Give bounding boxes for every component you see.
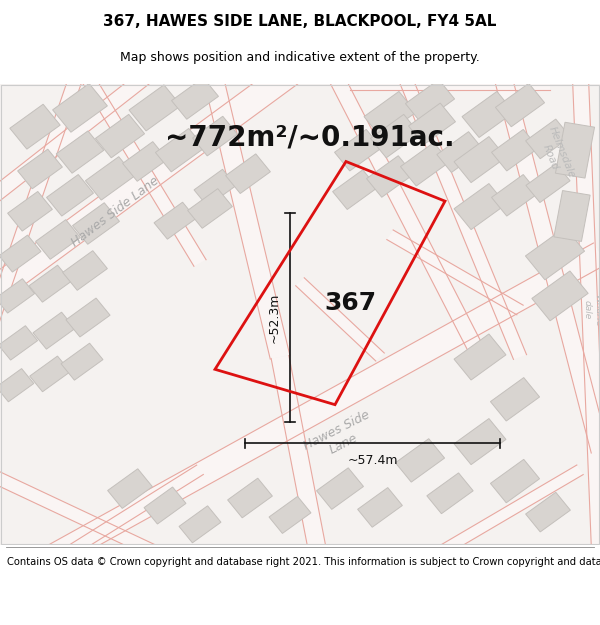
Polygon shape (73, 202, 119, 244)
Polygon shape (532, 271, 588, 321)
Polygon shape (56, 131, 104, 173)
Polygon shape (122, 142, 167, 181)
Polygon shape (387, 230, 523, 315)
Polygon shape (35, 219, 80, 259)
Polygon shape (427, 473, 473, 514)
Polygon shape (227, 478, 272, 518)
Polygon shape (172, 78, 218, 119)
Polygon shape (454, 419, 506, 464)
Polygon shape (74, 62, 206, 266)
Polygon shape (554, 191, 590, 241)
Polygon shape (572, 65, 600, 564)
Polygon shape (454, 184, 506, 229)
Text: Wharfe
dale: Wharfe dale (582, 294, 600, 326)
Polygon shape (462, 91, 514, 138)
Polygon shape (0, 369, 34, 402)
Polygon shape (496, 83, 545, 127)
Polygon shape (0, 235, 41, 272)
Polygon shape (400, 142, 449, 186)
Polygon shape (205, 82, 290, 359)
Polygon shape (0, 279, 35, 313)
Polygon shape (269, 496, 311, 533)
Polygon shape (47, 465, 203, 569)
Polygon shape (193, 116, 238, 156)
Polygon shape (155, 129, 205, 172)
Polygon shape (395, 439, 445, 482)
Polygon shape (394, 63, 527, 359)
Polygon shape (107, 469, 152, 508)
Polygon shape (0, 64, 86, 359)
Polygon shape (335, 129, 382, 171)
Polygon shape (454, 334, 506, 380)
Polygon shape (0, 55, 308, 311)
Polygon shape (271, 356, 329, 566)
Polygon shape (30, 356, 70, 392)
Polygon shape (194, 169, 236, 206)
Text: ~772m²/~0.191ac.: ~772m²/~0.191ac. (165, 124, 455, 152)
Polygon shape (10, 104, 60, 149)
Polygon shape (34, 243, 600, 574)
Polygon shape (95, 114, 145, 158)
Polygon shape (62, 251, 107, 291)
Polygon shape (491, 129, 538, 171)
Polygon shape (33, 312, 75, 349)
Polygon shape (454, 136, 506, 182)
Polygon shape (296, 278, 384, 361)
Polygon shape (8, 191, 52, 231)
Polygon shape (66, 298, 110, 337)
Text: Map shows position and indicative extent of the property.: Map shows position and indicative extent… (120, 51, 480, 64)
Polygon shape (370, 114, 419, 158)
Polygon shape (409, 103, 455, 144)
Polygon shape (350, 79, 550, 90)
Polygon shape (417, 465, 583, 569)
Polygon shape (526, 228, 584, 280)
Polygon shape (364, 91, 416, 138)
Polygon shape (556, 122, 595, 178)
Polygon shape (179, 506, 221, 543)
Text: 367: 367 (324, 291, 376, 315)
Text: Helmsdale
Road: Helmsdale Road (536, 126, 576, 184)
Polygon shape (323, 62, 487, 360)
Polygon shape (491, 174, 538, 216)
Text: Hawes Side
Lane: Hawes Side Lane (301, 408, 379, 466)
Polygon shape (491, 64, 600, 453)
Polygon shape (154, 202, 196, 239)
Polygon shape (47, 174, 94, 216)
Polygon shape (526, 119, 571, 159)
Polygon shape (490, 378, 539, 421)
Polygon shape (526, 492, 571, 532)
Polygon shape (53, 84, 107, 132)
Polygon shape (0, 60, 165, 212)
Polygon shape (0, 326, 38, 360)
Polygon shape (61, 343, 103, 380)
Text: Hawes Side Lane: Hawes Side Lane (68, 174, 161, 249)
Polygon shape (317, 468, 364, 509)
Text: ~52.3m: ~52.3m (268, 292, 281, 342)
Polygon shape (29, 265, 71, 302)
Polygon shape (358, 488, 403, 528)
Polygon shape (332, 170, 377, 209)
Polygon shape (406, 79, 455, 123)
Polygon shape (367, 156, 413, 198)
Polygon shape (0, 464, 183, 569)
Text: 367, HAWES SIDE LANE, BLACKPOOL, FY4 5AL: 367, HAWES SIDE LANE, BLACKPOOL, FY4 5AL (103, 14, 497, 29)
Polygon shape (490, 459, 539, 503)
Text: ~57.4m: ~57.4m (347, 454, 398, 467)
Polygon shape (17, 149, 62, 189)
Polygon shape (129, 85, 181, 131)
Text: Contains OS data © Crown copyright and database right 2021. This information is : Contains OS data © Crown copyright and d… (7, 557, 600, 567)
Polygon shape (144, 487, 186, 524)
Polygon shape (188, 189, 232, 228)
Polygon shape (85, 157, 134, 200)
Polygon shape (226, 154, 271, 194)
Polygon shape (437, 132, 483, 173)
Polygon shape (526, 164, 570, 202)
